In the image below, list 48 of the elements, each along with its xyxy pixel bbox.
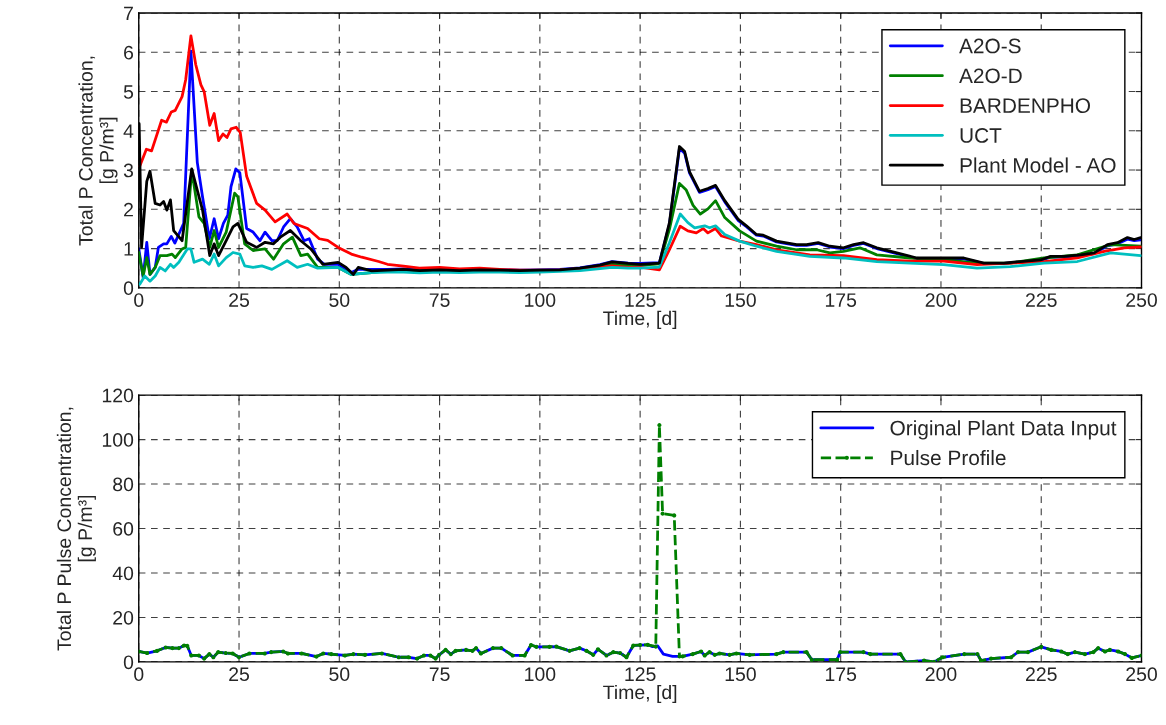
x-tick-label: 250 <box>1126 293 1157 307</box>
y-tick-label: 1 <box>124 242 133 256</box>
x-tick-label: 200 <box>925 293 957 307</box>
y-tick-label: 80 <box>113 477 134 492</box>
x-tick-label: 0 <box>134 667 144 682</box>
legend-label: BARDENPHO <box>960 98 1091 114</box>
x-tick-label: 0 <box>134 293 144 307</box>
legend-label: UCT <box>960 128 1002 143</box>
x-tick-label: 225 <box>1026 667 1057 682</box>
x-tick-label: 25 <box>229 293 250 307</box>
x-tick-label: 100 <box>525 667 556 682</box>
legend-label: A2O-D <box>959 68 1022 84</box>
legend-label: Pulse Profile <box>891 449 1006 466</box>
x-axis-title: Time, [d] <box>603 684 677 704</box>
x-tick-label: 75 <box>429 667 450 682</box>
legend-label: A2O-S <box>959 38 1021 54</box>
x-tick-label: 250 <box>1126 667 1157 682</box>
y-tick-label: 40 <box>112 566 134 581</box>
y-tick-label: 5 <box>123 85 134 99</box>
y-tick-label: 7 <box>124 6 133 21</box>
y-axis-title: Total P Pulse Concentration, [g P/m³] <box>56 407 96 651</box>
x-tick-label: 175 <box>825 667 857 682</box>
x-tick-label: 175 <box>825 293 857 307</box>
x-tick-label: 100 <box>525 293 556 307</box>
y-tick-label: 2 <box>124 202 133 217</box>
y-tick-label: 6 <box>124 45 134 60</box>
y-tick-label: 3 <box>123 163 134 178</box>
x-axis-title: Time, [d] <box>603 310 677 329</box>
legend-label: Original Plant Data Input <box>890 420 1117 440</box>
y-tick-label: 0 <box>123 655 134 670</box>
x-tick-label: 25 <box>229 667 250 682</box>
y-axis-title: Total P Concentration, [g P/m³] <box>78 56 118 246</box>
x-tick-label: 150 <box>725 293 756 307</box>
x-tick-label: 50 <box>329 667 350 682</box>
x-tick-label: 50 <box>329 293 350 307</box>
x-tick-label: 125 <box>625 667 656 682</box>
y-tick-label: 100 <box>102 433 134 447</box>
y-tick-label: 0 <box>123 281 134 296</box>
x-tick-label: 225 <box>1026 293 1057 307</box>
x-tick-label: 150 <box>725 667 756 682</box>
x-tick-label: 125 <box>625 293 656 307</box>
y-tick-label: 4 <box>123 124 134 138</box>
x-tick-label: 200 <box>925 667 957 682</box>
y-tick-label: 20 <box>113 610 134 625</box>
y-tick-label: 120 <box>102 388 134 403</box>
x-tick-label: 75 <box>429 293 450 307</box>
y-tick-label: 60 <box>113 521 134 536</box>
legend-label: Plant Model - AO <box>960 157 1116 173</box>
